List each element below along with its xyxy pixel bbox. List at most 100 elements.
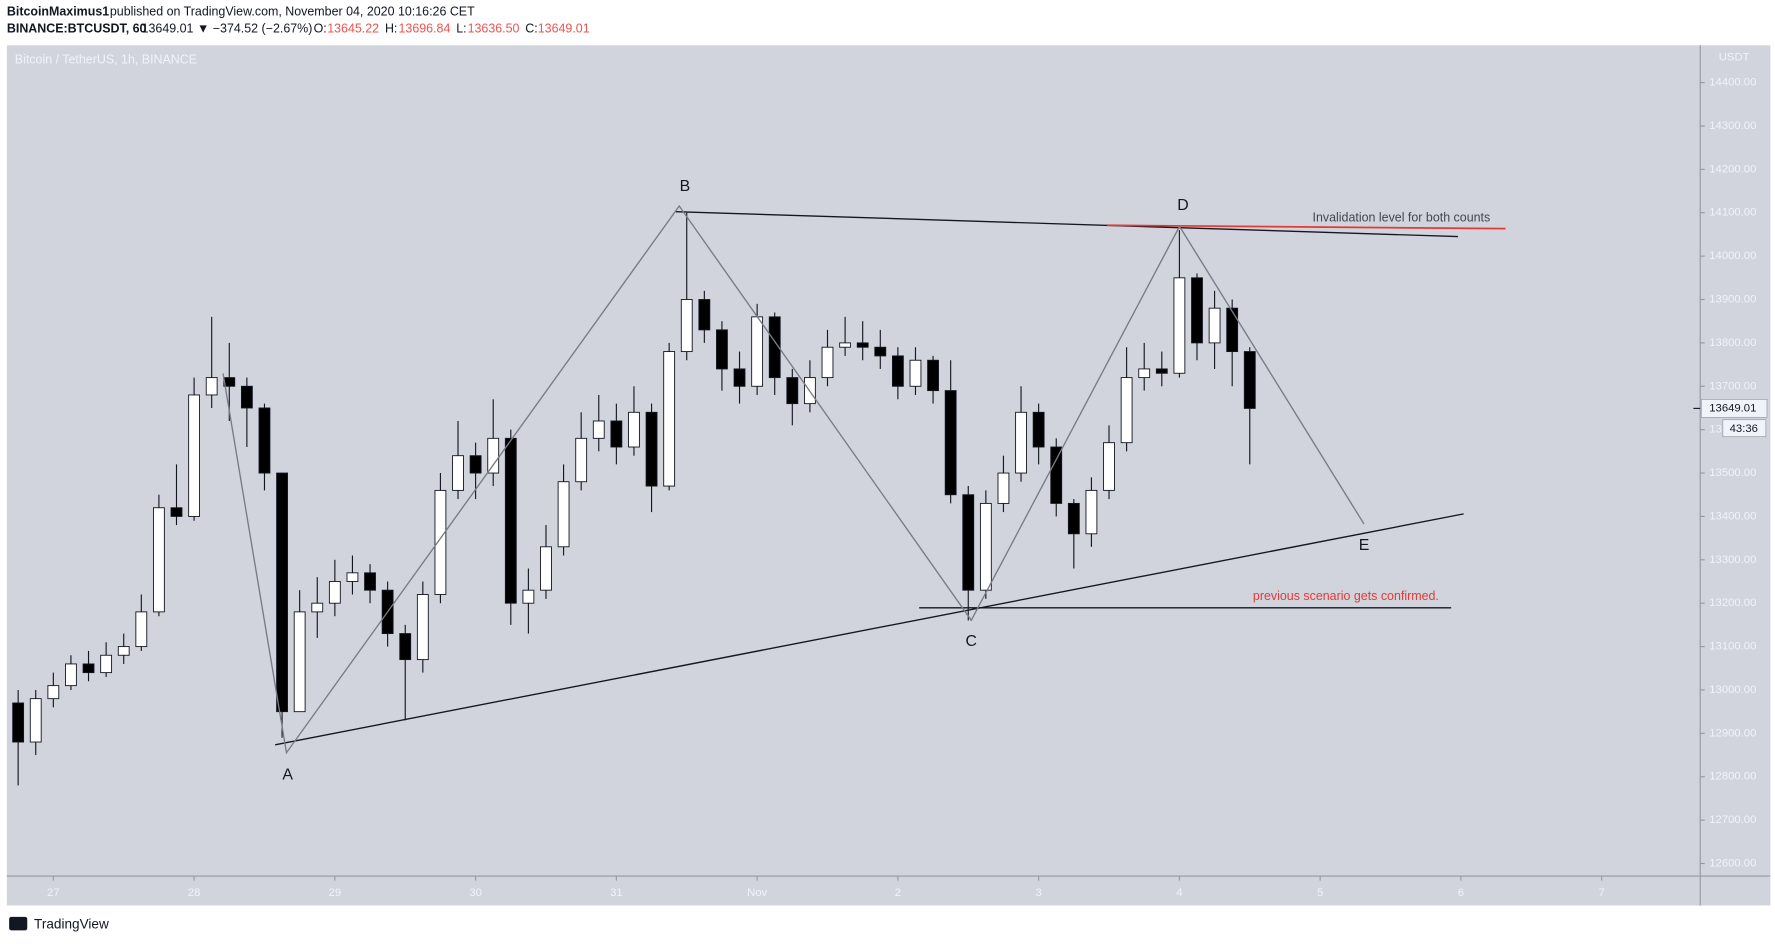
candle-body [856, 342, 869, 348]
candle-body [1015, 411, 1027, 474]
ohlc-value: 13696.84 [399, 22, 451, 36]
wave-label: D [1177, 197, 1188, 214]
ohlc-label: C: [525, 22, 537, 36]
candle-body [522, 589, 535, 604]
wave-label: E [1359, 537, 1370, 554]
y-tick-label: 13200.00 [1709, 597, 1756, 609]
candle-body [170, 507, 183, 517]
candle-body [1138, 368, 1151, 379]
chart-title: Bitcoin / TetherUS, 1h, BINANCE [15, 52, 197, 66]
author: BitcoinMaximus1 [7, 5, 109, 19]
candle-body [1085, 489, 1098, 535]
x-tick-label: 28 [188, 887, 201, 899]
candle-body [364, 572, 376, 591]
y-tick-label: 14000.00 [1709, 250, 1756, 262]
x-tick-label: 2 [895, 887, 901, 899]
x-tick-label: 27 [47, 887, 60, 899]
annotation: Invalidation level for both counts [1313, 211, 1491, 225]
candle-body [240, 385, 253, 409]
price-tag-label: 13649.01 [1709, 402, 1756, 414]
candle-body [47, 685, 60, 700]
ohlc-label: H: [385, 22, 397, 36]
wave-label: A [282, 767, 293, 784]
countdown-tag [1722, 419, 1767, 438]
candle-body [680, 299, 693, 353]
last-price: 13649.01 [142, 22, 194, 36]
symbol: BINANCE:BTCUSDT, 60 [7, 22, 147, 36]
candle-body [29, 698, 42, 743]
candle-body [1226, 307, 1239, 353]
ohlc-value: 13636.50 [468, 22, 520, 36]
wave-label: C [966, 633, 977, 650]
candle-body [733, 368, 746, 387]
ohlc-label: L: [456, 22, 466, 36]
candle-body [1208, 307, 1221, 344]
candle-body [716, 329, 728, 370]
time-axis [6, 876, 1701, 906]
candle-body [1191, 277, 1203, 344]
candle-body [1103, 442, 1115, 491]
candle-body [1050, 446, 1063, 504]
y-tick-label: 13700.00 [1709, 380, 1756, 392]
candle-body [293, 611, 306, 713]
candle-body [258, 407, 271, 474]
candle-body [1067, 502, 1080, 535]
x-tick-label: 5 [1317, 887, 1323, 899]
candles [12, 212, 1256, 786]
y-tick-label: 12700.00 [1709, 814, 1756, 826]
candle-body [874, 346, 887, 357]
candle-body [188, 394, 201, 517]
candle-body [698, 299, 711, 331]
y-tick-label: 12800.00 [1709, 771, 1756, 783]
change: ▼ −374.52 (−2.67%) [197, 22, 312, 36]
candle-body [1155, 368, 1168, 374]
candle-body [768, 316, 781, 379]
x-tick-label: 29 [329, 887, 342, 899]
x-tick-label: 6 [1458, 887, 1464, 899]
candle-body [152, 507, 165, 613]
price-axis [1700, 45, 1771, 906]
invalidation-line [1107, 224, 1506, 230]
candle-body [944, 390, 957, 496]
candle-body [65, 663, 77, 687]
candle-body [469, 455, 482, 474]
ohlc-value: 13649.01 [538, 22, 590, 36]
candle-body [540, 546, 552, 591]
y-tick-label: 13500.00 [1709, 467, 1756, 479]
candle-body [645, 411, 658, 487]
annotation: previous scenario gets confirmed. [1253, 589, 1439, 603]
upper-trendline [675, 210, 1458, 238]
candle-body [276, 472, 288, 713]
y-tick-label: 13300.00 [1709, 554, 1756, 566]
y-tick-label: 13400.00 [1709, 510, 1756, 522]
candle-body [1032, 411, 1045, 448]
x-tick-label: 3 [1035, 887, 1041, 899]
y-tick-label: 14400.00 [1709, 77, 1756, 89]
candle-body [434, 489, 447, 595]
candle-body [487, 437, 500, 474]
y-tick-label: 13800.00 [1709, 337, 1756, 349]
candle-body [82, 663, 95, 674]
candle-body [452, 455, 464, 491]
y-tick-label: 12900.00 [1709, 727, 1756, 739]
candle-body [839, 342, 852, 348]
candle-body [575, 437, 588, 483]
candle-body [416, 594, 429, 661]
ohlc-value: 13645.22 [327, 22, 379, 36]
candle-body [205, 377, 218, 396]
candle-body [12, 702, 25, 743]
y-tick-label: 14200.00 [1709, 163, 1756, 175]
published: published on TradingView.com, November 0… [110, 5, 475, 19]
candle-body [399, 633, 412, 661]
candle-body [135, 611, 148, 648]
price-tag [1700, 399, 1768, 418]
candle-body [1243, 351, 1256, 409]
x-tick-label: Nov [747, 887, 767, 899]
x-tick-label: 7 [1599, 887, 1605, 899]
candle-body [751, 316, 764, 387]
candle-body [504, 437, 517, 604]
wave-path [222, 204, 1365, 755]
x-tick-label: 30 [469, 887, 482, 899]
